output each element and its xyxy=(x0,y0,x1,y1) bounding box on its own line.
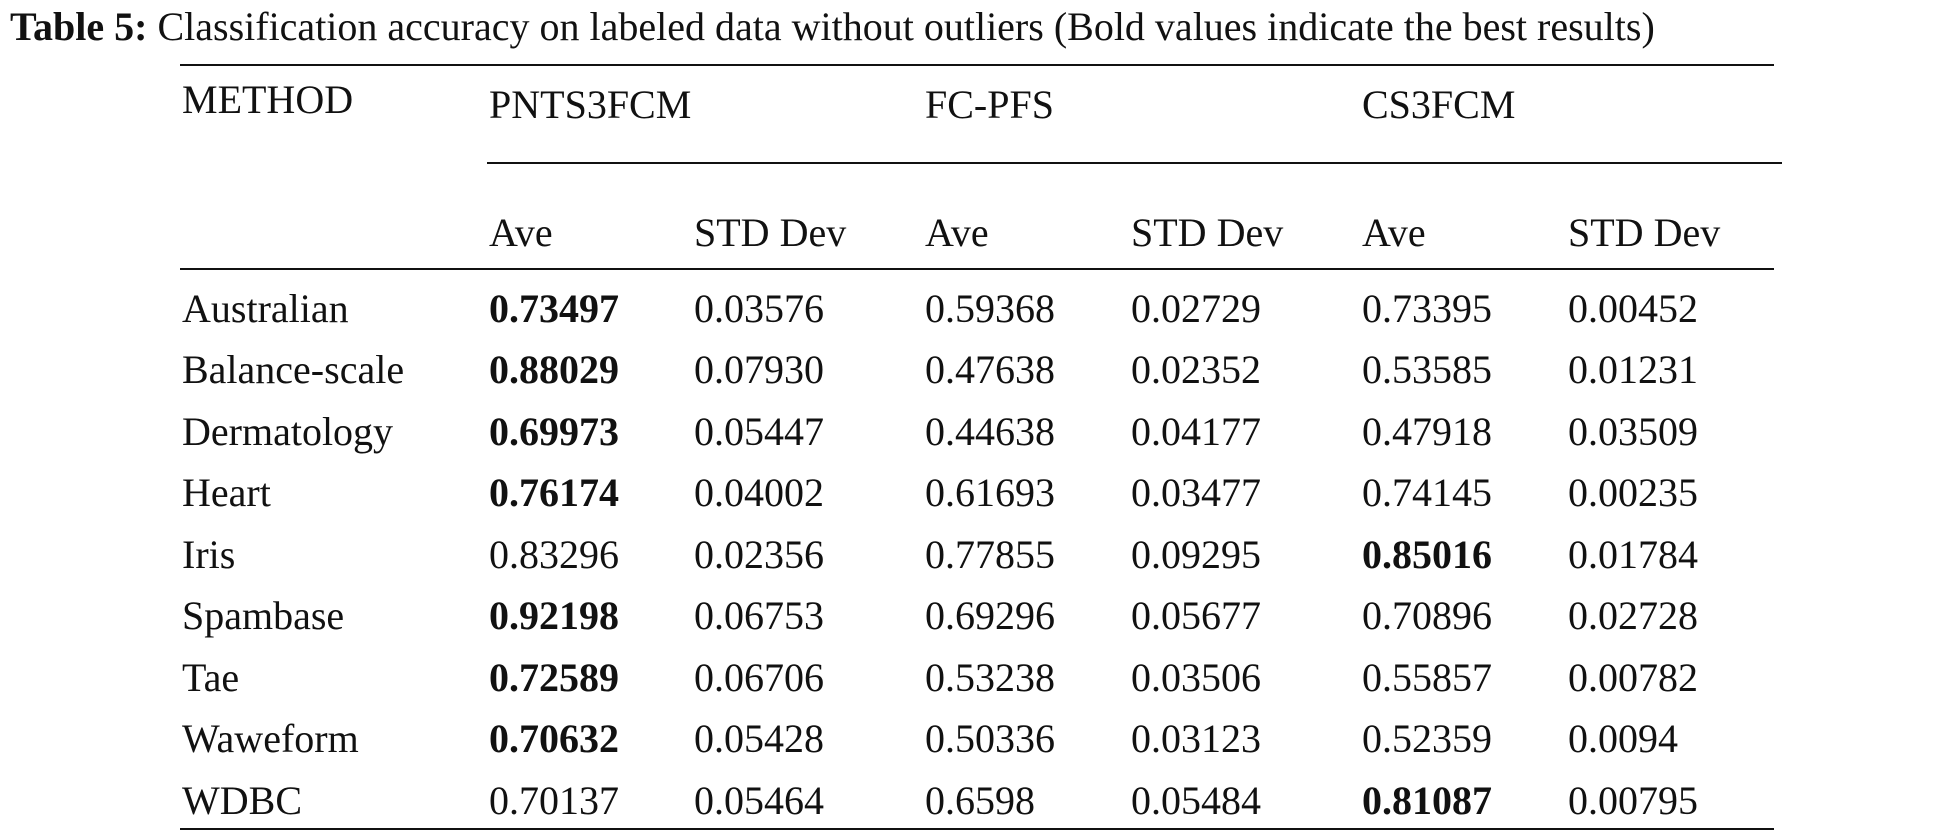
table-cell: 0.47638 xyxy=(925,347,1055,392)
table-cell: 0.05464 xyxy=(694,778,824,823)
table-cell: 0.03509 xyxy=(1568,409,1698,454)
table-cell: 0.61693 xyxy=(925,470,1055,515)
table-cell: 0.00452 xyxy=(1568,286,1698,331)
table-cell: 0.06706 xyxy=(694,655,824,700)
row-label: Australian xyxy=(182,286,349,331)
table-cell: 0.01231 xyxy=(1568,347,1698,392)
table-cell: 0.06753 xyxy=(694,593,824,638)
subheader-std-dev: STD Dev xyxy=(1131,210,1284,255)
table-cell: 0.00795 xyxy=(1568,778,1698,823)
table-cell: 0.00235 xyxy=(1568,470,1698,515)
table-cell: 0.76174 xyxy=(489,470,619,515)
table-cell: 0.77855 xyxy=(925,532,1055,577)
table-cell: 0.81087 xyxy=(1362,778,1492,823)
table-cell: 0.72589 xyxy=(489,655,619,700)
subheader-ave: Ave xyxy=(925,210,989,255)
table-cell: 0.74145 xyxy=(1362,470,1492,515)
table-caption-text: Classification accuracy on labeled data … xyxy=(147,4,1655,49)
table-cell: 0.09295 xyxy=(1131,532,1261,577)
group-header-rule xyxy=(487,162,1782,164)
table-cell: 0.02729 xyxy=(1131,286,1261,331)
subheader-ave: Ave xyxy=(1362,210,1426,255)
subheader-std-dev: STD Dev xyxy=(1568,210,1721,255)
group-header-fc-pfs: FC-PFS xyxy=(925,82,1054,127)
table-cell: 0.05447 xyxy=(694,409,824,454)
table-cell: 0.47918 xyxy=(1362,409,1492,454)
row-label: Tae xyxy=(182,655,240,700)
table-cell: 0.73395 xyxy=(1362,286,1492,331)
table-cell: 0.70137 xyxy=(489,778,619,823)
table-cell: 0.05677 xyxy=(1131,593,1261,638)
table-caption-label: Table 5: xyxy=(10,4,148,49)
table-cell: 0.88029 xyxy=(489,347,619,392)
table-cell: 0.03506 xyxy=(1131,655,1261,700)
table-cell: 0.04177 xyxy=(1131,409,1261,454)
table-cell: 0.92198 xyxy=(489,593,619,638)
table-cell: 0.55857 xyxy=(1362,655,1492,700)
table-cell: 0.03477 xyxy=(1131,470,1261,515)
table-cell: 0.70632 xyxy=(489,716,619,761)
table-cell: 0.53585 xyxy=(1362,347,1492,392)
table-top-rule xyxy=(180,64,1774,66)
table-cell: 0.83296 xyxy=(489,532,619,577)
table-cell: 0.05428 xyxy=(694,716,824,761)
row-label: Waweform xyxy=(182,716,359,761)
table-cell: 0.00782 xyxy=(1568,655,1698,700)
table-cell: 0.59368 xyxy=(925,286,1055,331)
group-header-cs3fcm: CS3FCM xyxy=(1362,82,1516,127)
table-cell: 0.05484 xyxy=(1131,778,1261,823)
row-label: Heart xyxy=(182,470,271,515)
table-cell: 0.03123 xyxy=(1131,716,1261,761)
table-bottom-rule xyxy=(180,828,1774,830)
table-cell: 0.04002 xyxy=(694,470,824,515)
table-cell: 0.53238 xyxy=(925,655,1055,700)
table-cell: 0.50336 xyxy=(925,716,1055,761)
table-cell: 0.02728 xyxy=(1568,593,1698,638)
table-cell: 0.69296 xyxy=(925,593,1055,638)
row-label: Balance-scale xyxy=(182,347,405,392)
table-cell: 0.6598 xyxy=(925,778,1035,823)
table-cell: 0.85016 xyxy=(1362,532,1492,577)
table-cell: 0.52359 xyxy=(1362,716,1492,761)
table-cell: 0.02356 xyxy=(694,532,824,577)
row-label: WDBC xyxy=(182,778,302,823)
row-label: Spambase xyxy=(182,593,345,638)
table-cell: 0.02352 xyxy=(1131,347,1261,392)
table-cell: 0.70896 xyxy=(1362,593,1492,638)
table-cell: 0.69973 xyxy=(489,409,619,454)
row-label: Iris xyxy=(182,532,236,577)
row-label: Dermatology xyxy=(182,409,394,454)
table-cell: 0.01784 xyxy=(1568,532,1698,577)
table-cell: 0.73497 xyxy=(489,286,619,331)
table-cell: 0.44638 xyxy=(925,409,1055,454)
table-caption: Table 5: Classification accuracy on labe… xyxy=(10,2,1655,52)
table-cell: 0.0094 xyxy=(1568,716,1678,761)
group-header-pnts3fcm: PNTS3FCM xyxy=(489,82,692,127)
subheader-std-dev: STD Dev xyxy=(694,210,847,255)
method-header: METHOD xyxy=(182,77,354,122)
header-bottom-rule xyxy=(180,268,1774,270)
subheader-ave: Ave xyxy=(489,210,553,255)
table-cell: 0.03576 xyxy=(694,286,824,331)
table-cell: 0.07930 xyxy=(694,347,824,392)
